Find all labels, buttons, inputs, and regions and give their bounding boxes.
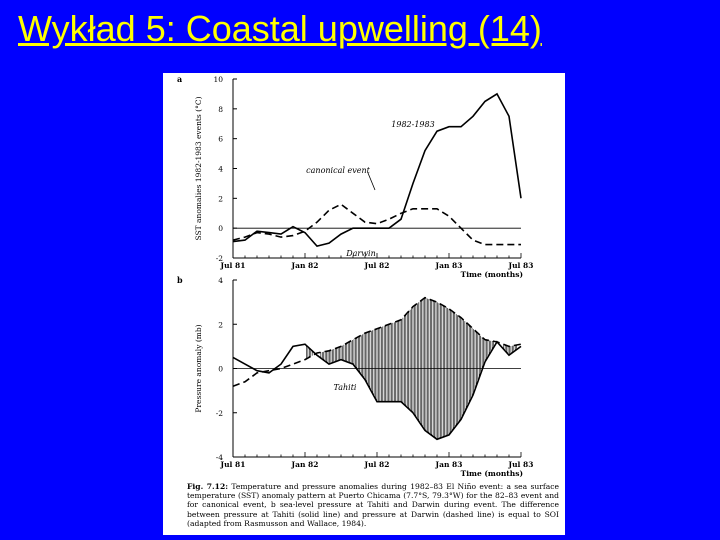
panel-b-series-line	[232, 340, 522, 441]
panel-b-y-tick-label: -2	[216, 409, 224, 418]
panel-a-y-tick-label: 4	[218, 165, 223, 174]
panel-a-label: a	[177, 74, 182, 84]
panel-b-series-label: Darwin	[345, 249, 376, 258]
panel-a-x-tick-label: Jan 83	[435, 261, 463, 270]
panel-a-label-leader	[367, 172, 376, 191]
figure-number: Fig. 7.12:	[187, 482, 229, 491]
panel-a-y-tick-label: 6	[218, 135, 223, 144]
panel-b-series-line	[232, 296, 522, 387]
panel-a-series-label: 1982-1983	[391, 120, 434, 129]
panel-b-y-tick-label: 4	[218, 276, 223, 285]
figure-caption: Fig. 7.12: Temperature and pressure anom…	[187, 482, 559, 528]
panel-a-x-tick-label: Jul 82	[364, 261, 390, 270]
panel-b-x-tick-label: Jan 83	[435, 460, 463, 469]
panel-a-x-tick-label: Jul 83	[508, 261, 534, 270]
panel-a-x-tick-label: Jan 82	[291, 261, 319, 270]
panel-a-series-line	[232, 92, 522, 247]
figure-chart: a -2 0 2 4 6 8 10 Jul 81 Jan 82 Jul 82 Jan 83 Jul 83…	[177, 74, 534, 478]
figure-scan: a -2 0 2 4 6 8 10 Jul 81 Jan 82 Jul 82 Jan 83 Jul 83…	[163, 73, 565, 535]
panel-b-label: b	[177, 275, 183, 285]
panel-b-x-tick-label: Jul 81	[220, 460, 246, 469]
panel-b-x-label: Time (months)	[461, 469, 523, 478]
panel-a-series-label: canonical event	[306, 166, 370, 175]
panel-a-y-tick-label: 2	[218, 194, 223, 203]
panel-b-series-label: Tahiti	[334, 383, 357, 392]
panel-b-x-tick-label: Jul 82	[364, 460, 390, 469]
panel-b-x-tick-label: Jul 83	[508, 460, 534, 469]
panel-b-y-tick-label: 2	[218, 320, 223, 329]
caption-text: Temperature and pressure anomalies durin…	[187, 482, 559, 528]
panel-a-y-label: SST anomalies 1982-1983 events (°C)	[194, 96, 203, 240]
panel-a-series-line	[232, 203, 521, 246]
panel-a-y-tick-label: 10	[213, 75, 223, 84]
panel-b-y-tick-label: -4	[216, 453, 224, 462]
panel-a-x-label: Time (months)	[461, 270, 523, 279]
panel-b-x-tick-label: Jan 82	[291, 460, 319, 469]
panel-a-x-tick-label: Jul 81	[220, 261, 246, 270]
slide-title: Wykład 5: Coastal upwelling (14)	[18, 8, 542, 49]
panel-a-y-tick-label: 8	[218, 105, 223, 114]
panel-a-y-tick-label: 0	[218, 224, 223, 233]
panel-b-y-tick-label: 0	[218, 365, 223, 374]
panel-b-y-label: Pressure anomaly (mb)	[194, 324, 203, 412]
panel-a-y-tick-label: -2	[216, 254, 224, 263]
